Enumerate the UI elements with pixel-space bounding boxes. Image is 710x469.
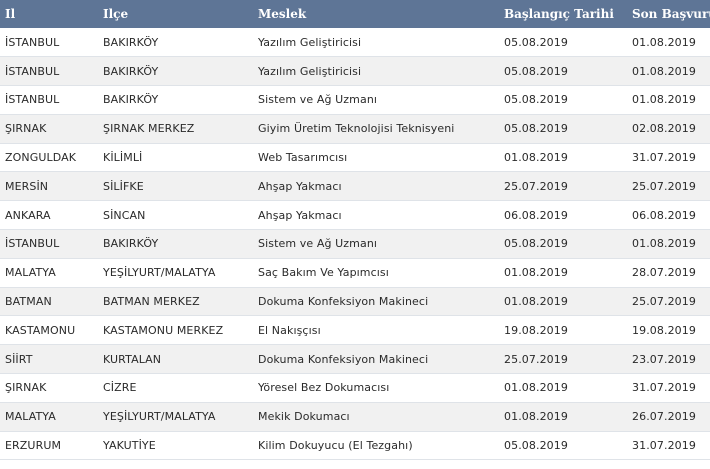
cell-ilce: YEŞİLYURT/MALATYA [103, 410, 216, 424]
cell-il: BATMAN [5, 295, 52, 309]
cell-son-basvuru: 31.07.2019 [632, 439, 696, 453]
header-meslek[interactable]: Meslek [258, 7, 307, 21]
cell-meslek: Giyim Üretim Teknolojisi Teknisyeni [258, 122, 455, 136]
cell-baslangic-tarihi: 05.08.2019 [504, 93, 568, 107]
table-row[interactable]: KASTAMONU KASTAMONU MERKEZ El Nakışçısı 19.… [0, 315, 710, 345]
cell-meslek: Web Tasarımcısı [258, 151, 348, 165]
table-body: İSTANBUL BAKIRKÖY Yazılım Geliştiricisi 05.… [0, 28, 710, 460]
table-row[interactable]: İSTANBUL BAKIRKÖY Yazılım Geliştiricisi 05.… [0, 56, 710, 86]
cell-ilce: BAKIRKÖY [103, 35, 159, 49]
cell-il: İSTANBUL [5, 237, 60, 251]
cell-il: ANKARA [5, 208, 51, 222]
cell-meslek: Ahşap Yakmacı [258, 179, 342, 193]
cell-ilce: SİLİFKE [103, 179, 144, 193]
cell-il: MERSİN [5, 179, 49, 193]
cell-baslangic-tarihi: 25.07.2019 [504, 352, 568, 366]
cell-il: İSTANBUL [5, 93, 60, 107]
cell-ilce: CİZRE [103, 381, 137, 395]
cell-ilce: BATMAN MERKEZ [103, 295, 200, 309]
cell-baslangic-tarihi: 01.08.2019 [504, 295, 568, 309]
cell-baslangic-tarihi: 19.08.2019 [504, 323, 568, 337]
cell-il: ERZURUM [5, 439, 62, 453]
table-row[interactable]: İSTANBUL BAKIRKÖY Yazılım Geliştiricisi 05.… [0, 28, 710, 57]
cell-meslek: Dokuma Konfeksiyon Makineci [258, 352, 429, 366]
table-row[interactable]: MERSİN SİLİFKE Ahşap Yakmacı 25.07.2019 25.0… [0, 171, 710, 201]
cell-ilce: BAKIRKÖY [103, 64, 159, 78]
cell-meslek: Kilim Dokuyucu (El Tezgahı) [258, 439, 413, 453]
cell-son-basvuru: 01.08.2019 [632, 64, 696, 78]
cell-son-basvuru: 19.08.2019 [632, 323, 696, 337]
cell-son-basvuru: 23.07.2019 [632, 352, 696, 366]
cell-ilce: ŞIRNAK MERKEZ [103, 122, 195, 136]
cell-meslek: Dokuma Konfeksiyon Makineci [258, 295, 429, 309]
table-row[interactable]: ŞIRNAK ŞIRNAK MERKEZ Giyim Üretim Teknoloj… [0, 114, 710, 144]
cell-il: MALATYA [5, 410, 56, 424]
cell-baslangic-tarihi: 06.08.2019 [504, 208, 568, 222]
cell-baslangic-tarihi: 05.08.2019 [504, 122, 568, 136]
cell-ilce: KURTALAN [103, 352, 162, 366]
cell-ilce: BAKIRKÖY [103, 237, 159, 251]
table-row[interactable]: BATMAN BATMAN MERKEZ Dokuma Konfeksiyon Ma… [0, 287, 710, 316]
cell-baslangic-tarihi: 05.08.2019 [504, 64, 568, 78]
cell-il: KASTAMONU [5, 323, 76, 337]
cell-baslangic-tarihi: 05.08.2019 [504, 35, 568, 49]
cell-son-basvuru: 31.07.2019 [632, 381, 696, 395]
cell-baslangic-tarihi: 25.07.2019 [504, 179, 568, 193]
cell-son-basvuru: 02.08.2019 [632, 122, 696, 136]
cell-meslek: Yazılım Geliştiricisi [258, 64, 362, 78]
table-row[interactable]: ERZURUM YAKUTİYE Kilim Dokuyucu (El Tezgah… [0, 431, 710, 460]
cell-ilce: YAKUTİYE [103, 439, 156, 453]
cell-meslek: Ahşap Yakmacı [258, 208, 342, 222]
cell-ilce: KİLİMLİ [103, 151, 143, 165]
cell-meslek: Sistem ve Ağ Uzmanı [258, 237, 378, 251]
cell-son-basvuru: 01.08.2019 [632, 237, 696, 251]
cell-baslangic-tarihi: 05.08.2019 [504, 439, 568, 453]
cell-son-basvuru: 25.07.2019 [632, 179, 696, 193]
cell-il: SİİRT [5, 352, 33, 366]
cell-meslek: El Nakışçısı [258, 323, 321, 337]
cell-son-basvuru: 06.08.2019 [632, 208, 696, 222]
table-header: Il Ilçe Meslek Başlangıç Tarihi Son Başv… [0, 0, 710, 28]
table-row[interactable]: ŞIRNAK CİZRE Yöresel Bez Dokumacısı 01.08.2… [0, 373, 710, 403]
cell-il: ZONGULDAK [5, 151, 77, 165]
header-son-basvuru[interactable]: Son Başvuru [632, 7, 710, 21]
cell-il: ŞIRNAK [5, 381, 47, 395]
cell-meslek: Yöresel Bez Dokumacısı [258, 381, 390, 395]
cell-il: ŞIRNAK [5, 122, 47, 136]
cell-il: MALATYA [5, 266, 56, 280]
header-ilce[interactable]: Ilçe [103, 7, 129, 21]
table-row[interactable]: ZONGULDAK KİLİMLİ Web Tasarımcısı 01.08.201… [0, 143, 710, 172]
cell-son-basvuru: 26.07.2019 [632, 410, 696, 424]
cell-ilce: SİNCAN [103, 208, 146, 222]
cell-son-basvuru: 01.08.2019 [632, 35, 696, 49]
header-baslangic-tarihi[interactable]: Başlangıç Tarihi [504, 7, 614, 21]
table-row[interactable]: ANKARA SİNCAN Ahşap Yakmacı 06.08.2019 06.08… [0, 200, 710, 230]
table-row[interactable]: MALATYA YEŞİLYURT/MALATYA Mekik Dokumacı 01… [0, 402, 710, 432]
cell-ilce: KASTAMONU MERKEZ [103, 323, 224, 337]
cell-son-basvuru: 28.07.2019 [632, 266, 696, 280]
cell-meslek: Mekik Dokumacı [258, 410, 350, 424]
cell-meslek: Saç Bakım Ve Yapımcısı [258, 266, 389, 280]
header-il[interactable]: Il [5, 7, 16, 21]
cell-il: İSTANBUL [5, 35, 60, 49]
table-row[interactable]: SİİRT KURTALAN Dokuma Konfeksiyon Makineci… [0, 344, 710, 374]
cell-son-basvuru: 01.08.2019 [632, 93, 696, 107]
cell-baslangic-tarihi: 01.08.2019 [504, 151, 568, 165]
cell-son-basvuru: 25.07.2019 [632, 295, 696, 309]
table-row[interactable]: İSTANBUL BAKIRKÖY Sistem ve Ağ Uzmanı 05.08… [0, 85, 710, 115]
cell-baslangic-tarihi: 01.08.2019 [504, 266, 568, 280]
cell-ilce: BAKIRKÖY [103, 93, 159, 107]
cell-baslangic-tarihi: 01.08.2019 [504, 410, 568, 424]
table-row[interactable]: İSTANBUL BAKIRKÖY Sistem ve Ağ Uzmanı 05.08… [0, 229, 710, 259]
cell-baslangic-tarihi: 05.08.2019 [504, 237, 568, 251]
cell-meslek: Sistem ve Ağ Uzmanı [258, 93, 378, 107]
cell-il: İSTANBUL [5, 64, 60, 78]
table-row[interactable]: MALATYA YEŞİLYURT/MALATYA Saç Bakım Ve Yap… [0, 258, 710, 288]
cell-ilce: YEŞİLYURT/MALATYA [103, 266, 216, 280]
cell-baslangic-tarihi: 01.08.2019 [504, 381, 568, 395]
header-row: Il Ilçe Meslek Başlangıç Tarihi Son Başv… [0, 0, 710, 28]
cell-meslek: Yazılım Geliştiricisi [258, 35, 362, 49]
cell-son-basvuru: 31.07.2019 [632, 151, 696, 165]
